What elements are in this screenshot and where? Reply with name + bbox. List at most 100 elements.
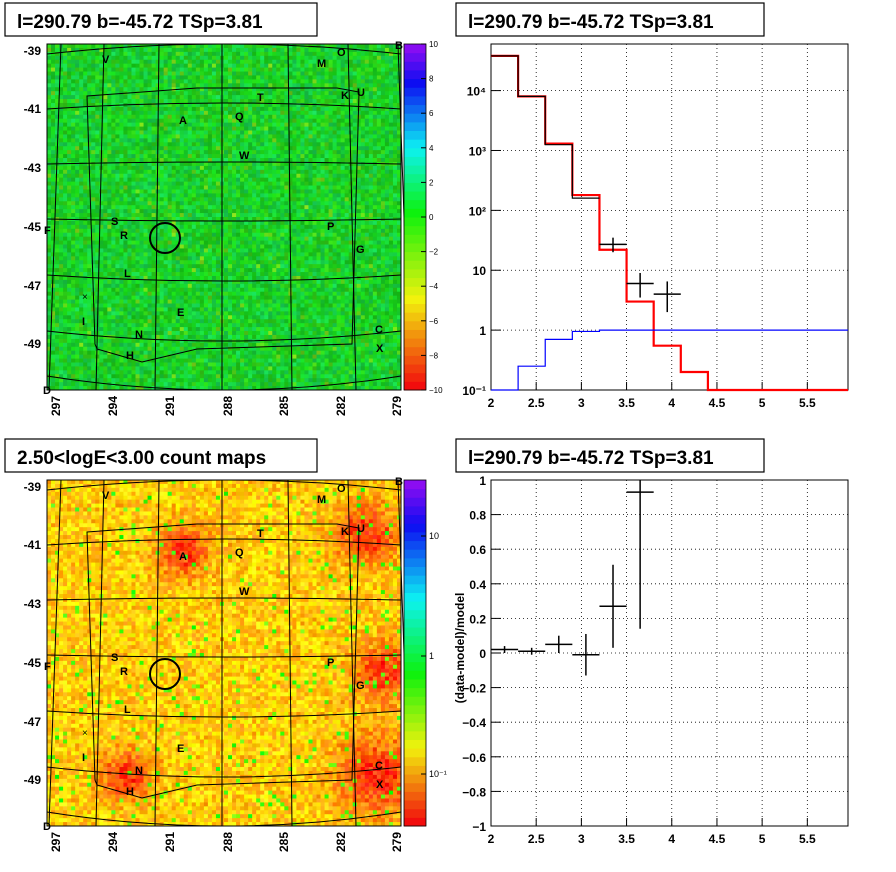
map-pixel [211,327,217,332]
map-pixel [175,114,181,120]
map-pixel [240,165,245,171]
map-pixel [151,47,157,53]
map-pixel [268,130,273,135]
map-pixel [203,260,209,265]
map-pixel [199,217,205,222]
map-pixel [127,264,132,269]
map-pixel [163,99,169,104]
map-pixel [163,79,169,84]
map-pixel [123,217,128,222]
map-pixel [248,71,253,76]
map-pixel [51,244,56,249]
map-pixel [103,173,108,179]
map-pixel [147,275,152,281]
map-pixel [199,342,205,348]
map-pixel [228,173,233,179]
map-pixel [87,44,92,49]
map-pixel [199,283,205,289]
map-pixel [244,169,249,175]
map-pixel [151,382,157,387]
map-pixel [207,264,213,269]
map-pixel [71,185,76,190]
map-pixel [143,106,148,112]
map-pixel [167,134,173,139]
map-pixel [87,370,92,375]
map-pixel [260,44,265,49]
map-pixel [171,272,177,277]
map-pixel [111,71,116,76]
map-pixel [203,173,209,179]
map-pixel [131,142,136,147]
map-pixel [163,279,169,285]
map-pixel [260,177,265,183]
map-pixel [244,220,249,226]
map-pixel [135,240,140,245]
map-pixel [215,134,221,139]
map-pixel [67,79,72,84]
map-pixel [163,209,169,214]
map-pixel [83,173,88,179]
map-pixel [256,185,261,190]
map-pixel [167,358,173,363]
map-pixel [143,279,148,285]
map-pixel [244,279,249,285]
map-pixel [79,150,84,155]
map-pixel [199,299,205,304]
map-pixel [139,220,144,226]
map-pixel [240,75,245,80]
map-pixel [127,134,132,139]
map-pixel [252,220,257,226]
map-pixel [236,217,241,222]
map-pixel [232,83,237,88]
map-pixel [127,378,132,383]
map-pixel [51,327,56,332]
map-pixel [47,138,52,143]
map-pixel [272,217,277,222]
map-pixel [171,126,177,131]
map-pixel [111,130,116,135]
map-pixel [55,205,60,210]
map-pixel [111,118,116,124]
map-pixel [95,118,100,124]
map-pixel [75,224,80,230]
map-pixel [203,370,209,375]
map-pixel [79,161,84,167]
map-pixel [264,287,269,293]
map-pixel [203,236,209,241]
map-pixel [232,51,237,57]
map-pixel [191,264,197,269]
map-pixel [228,99,233,104]
map-pixel [115,189,120,194]
map-pixel [256,59,261,65]
map-pixel [143,47,148,53]
map-pixel [111,44,116,49]
map-pixel [228,287,233,293]
map-pixel [264,224,269,230]
map-pixel [79,370,84,375]
map-pixel [272,275,277,281]
map-pixel [135,236,140,241]
map-pixel [55,264,60,269]
map-pixel [131,185,136,190]
map-pixel [63,346,68,352]
map-pixel [107,291,112,297]
map-pixel [187,252,193,257]
map-pixel [159,295,165,300]
map-pixel [47,220,52,226]
map-pixel [151,177,157,183]
map-pixel [151,354,157,359]
map-pixel [191,240,197,245]
map-pixel [183,287,189,293]
map-pixel [175,91,181,96]
map-pixel [95,260,100,265]
map-pixel [47,142,52,147]
map-pixel [268,201,273,206]
map-pixel [163,299,169,304]
map-pixel [171,315,177,320]
map-pixel [131,338,136,344]
map-pixel [91,75,96,80]
map-pixel [207,87,213,92]
map-pixel [67,338,72,344]
map-pixel [171,177,177,183]
map-pixel [51,83,56,88]
